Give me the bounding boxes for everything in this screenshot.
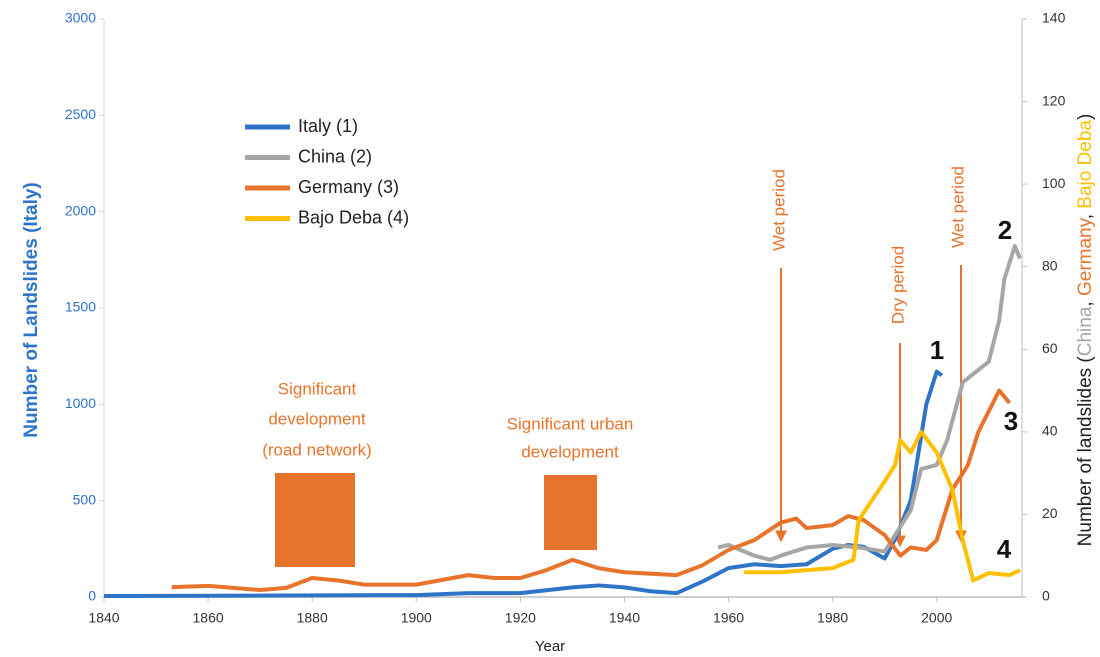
x-tick-label: 1980: [817, 610, 848, 626]
y2-tick-label: 60: [1042, 340, 1058, 356]
x-tick-label: 1940: [609, 610, 640, 626]
annotation: Wet period: [948, 166, 967, 248]
annotation-box: [275, 473, 355, 567]
y2-tick-label: 140: [1042, 10, 1066, 26]
legend-label: Germany (3): [298, 177, 399, 197]
series-label: 1: [930, 335, 944, 365]
x-tick-label: 1900: [401, 610, 432, 626]
x-axis-title: Year: [535, 638, 565, 655]
y2-axis-title-part: ): [1075, 114, 1096, 120]
annotation: (road network): [262, 440, 372, 459]
y2-axis-title-part: Bajo Deba: [1075, 120, 1096, 209]
y-tick-label: 0: [88, 588, 96, 604]
y-tick-label: 2500: [65, 106, 96, 122]
legend-label: Italy (1): [298, 116, 358, 136]
line-series: [717, 244, 1022, 562]
y2-axis-title-part: Germany: [1075, 217, 1096, 296]
y-tick-label: 500: [73, 491, 97, 507]
legend-label: Bajo Deba (4): [298, 207, 409, 227]
y2-tick-label: 20: [1042, 505, 1058, 521]
y2-axis-title-part: ,: [1075, 296, 1096, 307]
y2-tick-label: 40: [1042, 423, 1058, 439]
y2-axis-title-part: ,: [1075, 209, 1096, 220]
line-series: [744, 429, 1021, 583]
x-tick-label: 1920: [505, 610, 536, 626]
y2-axis-title: Number of landslides (China, Germany, Ba…: [1075, 114, 1096, 547]
x-tick-label: 1860: [193, 610, 224, 626]
y-tick-label: 1500: [65, 299, 96, 315]
line-series: [171, 388, 1012, 592]
x-tick-label: 1840: [88, 610, 119, 626]
y2-tick-label: 120: [1042, 92, 1066, 108]
annotation: development: [521, 442, 619, 461]
y-tick-label: 3000: [65, 10, 96, 26]
annotation: Significant: [278, 379, 357, 398]
x-tick-label: 1880: [297, 610, 328, 626]
y2-axis-title-part: Number of landslides (: [1075, 356, 1096, 547]
series-label: 3: [1004, 406, 1018, 436]
y-tick-label: 2000: [65, 202, 96, 218]
annotation: Dry period: [888, 246, 907, 324]
y2-tick-label: 0: [1042, 588, 1050, 604]
line-series: [103, 369, 944, 599]
annotation: Significant urban: [507, 414, 634, 433]
x-tick-label: 1960: [713, 610, 744, 626]
series-label: 2: [998, 215, 1012, 245]
annotation: development: [268, 409, 366, 428]
legend-label: China (2): [298, 146, 372, 166]
x-tick-label: 2000: [921, 610, 952, 626]
y-axis-title: Number of Landslides (Italy): [21, 182, 42, 437]
y-tick-label: 1000: [65, 395, 96, 411]
y2-tick-label: 100: [1042, 175, 1066, 191]
annotation: Wet period: [769, 169, 788, 251]
y2-tick-label: 80: [1042, 257, 1058, 273]
y2-axis-title-part: China: [1075, 306, 1096, 356]
annotation-box: [544, 475, 597, 550]
series-label: 4: [997, 534, 1012, 564]
